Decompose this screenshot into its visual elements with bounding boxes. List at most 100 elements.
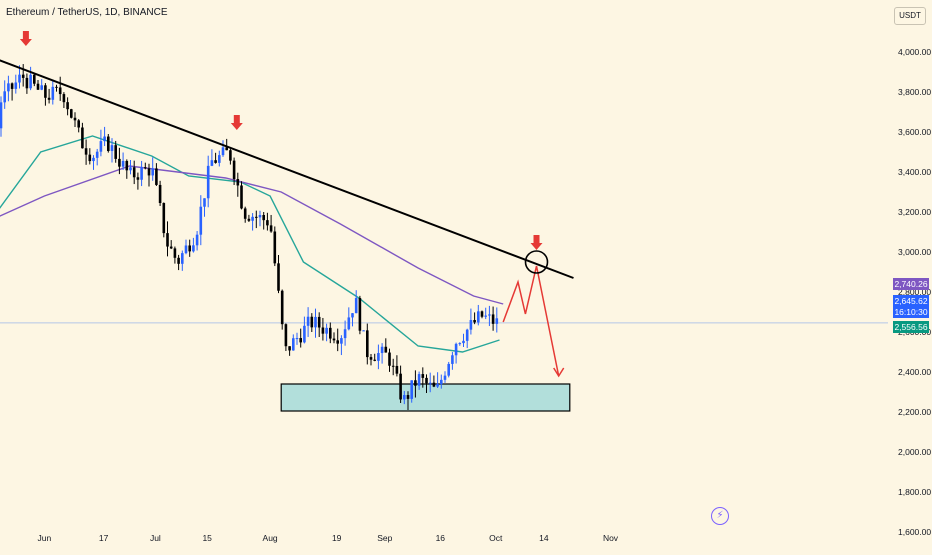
candle-body <box>136 177 140 180</box>
x-tick-label: 16 <box>436 533 446 543</box>
candle-body <box>336 340 339 344</box>
candle-body <box>88 154 92 162</box>
candle-body <box>199 206 203 235</box>
y-tick-label: 3,400.00 <box>898 167 931 177</box>
candle-body <box>81 127 84 149</box>
candle-body <box>14 82 18 89</box>
candle-body <box>477 311 480 323</box>
candle-body <box>188 245 191 252</box>
candle-body <box>140 167 143 180</box>
candle-body <box>306 316 310 326</box>
price-axis[interactable]: 4,000.00 3,800.00 3,600.00 3,400.00 3,200.00… <box>898 47 931 537</box>
candle-body <box>55 86 58 88</box>
candle-body <box>195 234 199 246</box>
candle-body <box>443 375 447 380</box>
candle-body <box>388 352 391 366</box>
candle-body <box>77 120 80 128</box>
x-tick-label: Jun <box>38 533 52 543</box>
touch-circle <box>524 250 549 274</box>
candle-body <box>169 246 173 249</box>
candle-body <box>462 340 465 344</box>
candle-body <box>10 83 14 89</box>
candle-body <box>329 327 332 339</box>
candle-body <box>325 327 328 334</box>
candle-body <box>173 248 177 258</box>
candle-body <box>203 198 206 207</box>
x-tick-label: 17 <box>99 533 109 543</box>
candle-body <box>232 160 236 180</box>
candle-body <box>428 382 432 384</box>
y-tick-label: 3,200.00 <box>898 207 931 217</box>
candle-body <box>155 168 158 185</box>
x-tick-label: Aug <box>263 533 278 543</box>
down-arrow-icon <box>19 31 32 46</box>
candle-body <box>162 203 166 234</box>
projection-arrowhead <box>553 367 565 378</box>
projection-path <box>502 265 560 377</box>
candle-body <box>425 377 428 384</box>
candle-body <box>473 320 476 323</box>
candle-body <box>266 220 269 226</box>
candle-body <box>247 218 251 221</box>
candle-body <box>125 160 129 171</box>
candle-body <box>92 157 95 162</box>
candle-body <box>347 317 351 330</box>
y-tick-label: 3,000.00 <box>898 247 931 257</box>
candle-body <box>366 330 369 358</box>
candle-body <box>384 346 388 353</box>
candle-body <box>369 357 373 360</box>
candle-body <box>406 395 410 399</box>
candle-body <box>103 136 106 142</box>
candle-body <box>84 148 88 155</box>
x-tick-label: 14 <box>539 533 549 543</box>
candle-body <box>351 313 354 318</box>
candle-body <box>491 314 495 324</box>
candle-body <box>277 263 280 291</box>
ma-fast-price-tag: 2,556.56 <box>893 321 929 333</box>
ma-slow-line <box>0 165 504 305</box>
candle-body <box>114 145 117 159</box>
candle-body <box>18 74 21 83</box>
y-tick-label: 1,800.00 <box>898 487 931 497</box>
countdown-tag: 16:10:30 <box>893 306 929 318</box>
candle-body <box>36 83 40 90</box>
candle-body <box>144 167 147 169</box>
candle-body <box>417 374 421 386</box>
y-tick-label: 2,200.00 <box>898 407 931 417</box>
candle-body <box>62 94 66 103</box>
candle-body <box>58 87 62 95</box>
y-tick-label: 2,800.00 <box>898 287 931 297</box>
candle-body <box>99 141 103 152</box>
candle-body <box>218 155 221 163</box>
candle-body <box>240 185 243 209</box>
candle-body <box>95 151 99 158</box>
candle-body <box>495 318 499 324</box>
candle-body <box>221 147 225 156</box>
down-arrow-icon <box>230 115 243 130</box>
x-tick-label: 19 <box>332 533 342 543</box>
candle-body <box>70 109 73 118</box>
candle-body <box>47 97 51 100</box>
candle-body <box>33 74 36 84</box>
candle-body <box>373 359 376 361</box>
candle-body <box>73 117 77 121</box>
symbol-title[interactable]: Ethereum / TetherUS, 1D, BINANCE <box>6 7 168 18</box>
time-axis[interactable]: Apr15May14Jun17Jul15Aug19Sep16Oct14Nov <box>0 533 619 543</box>
x-tick-label: Jul <box>150 533 161 543</box>
candle-body <box>214 160 217 163</box>
currency-badge[interactable]: USDT <box>894 7 926 25</box>
lightning-icon[interactable]: ⚡︎ <box>711 507 729 525</box>
candle-body <box>229 150 232 161</box>
candle-body <box>25 77 29 89</box>
candle-body <box>0 102 3 129</box>
candle-body <box>210 160 214 166</box>
candle-body <box>358 298 362 331</box>
x-tick-label: 15 <box>202 533 212 543</box>
candle-body <box>184 245 188 254</box>
candle-body <box>118 158 121 167</box>
candle-body <box>284 324 288 347</box>
y-tick-label: 3,600.00 <box>898 127 931 137</box>
candle-body <box>132 167 136 178</box>
